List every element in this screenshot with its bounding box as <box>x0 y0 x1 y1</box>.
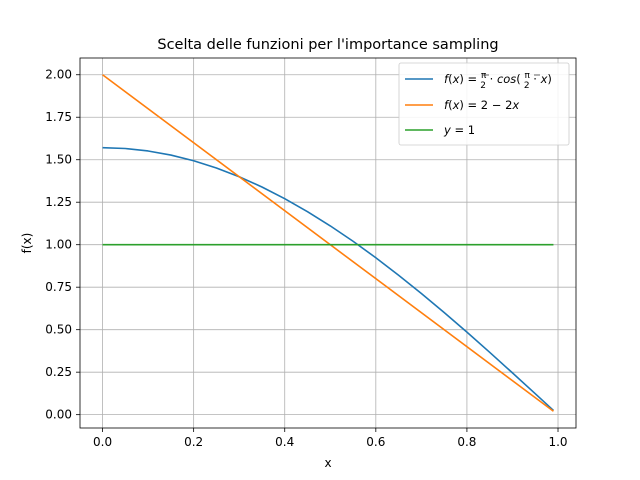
x-tick-label: 1.0 <box>548 435 567 449</box>
x-tick-label: 0.8 <box>457 435 476 449</box>
series-line-cosine <box>102 146 554 412</box>
x-tick-label: 0.2 <box>184 435 203 449</box>
y-tick-label: 0.50 <box>45 323 72 337</box>
legend-label-linear: f(x) = 2 − 2x <box>444 98 519 112</box>
x-tick-label: 0.6 <box>366 435 385 449</box>
x-tick-label: 0.0 <box>93 435 112 449</box>
y-tick-label: 0.75 <box>45 280 72 294</box>
y-tick-label: 1.75 <box>45 110 72 124</box>
chart-title: Scelta delle funzioni per l'importance s… <box>157 37 498 53</box>
y-tick-label: 1.00 <box>45 238 72 252</box>
y-tick-label: 0.25 <box>45 365 72 379</box>
x-tick-label: 0.4 <box>275 435 294 449</box>
x-axis-label: x <box>324 456 331 470</box>
y-tick-label: 0.00 <box>45 408 72 422</box>
y-tick-label: 1.25 <box>45 195 72 209</box>
y-tick-label: 2.00 <box>45 68 72 82</box>
legend-label-constant: y = 1 <box>443 123 475 137</box>
y-tick-label: 1.50 <box>45 153 72 167</box>
series-lines <box>102 74 554 412</box>
y-axis-label: f(x) <box>20 233 34 254</box>
plot-frame <box>79 57 577 429</box>
legend-frame <box>398 62 570 146</box>
axis-ticks: 0.0 0.2 0.4 0.6 0.8 1.0 0.00 0.25 0.50 0.75 1.00 1.… <box>45 68 567 449</box>
series-line-linear <box>102 74 554 412</box>
